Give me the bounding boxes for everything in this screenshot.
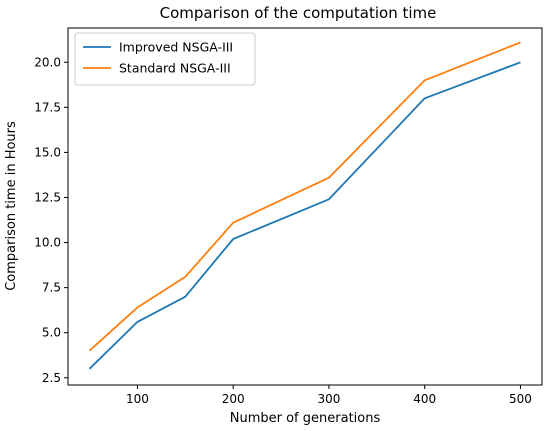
x-axis: 100 200 300 400 500: [126, 385, 532, 406]
y-axis-label: Comparison time in Hours: [4, 121, 19, 291]
y-tick-label: 20.0: [34, 55, 61, 69]
y-tick-label: 5.0: [42, 326, 61, 340]
y-tick-label: 17.5: [34, 100, 61, 114]
x-tick-label: 300: [317, 392, 340, 406]
y-tick-label: 10.0: [34, 236, 61, 250]
y-tick-label: 15.0: [34, 145, 61, 159]
legend-box: [74, 32, 256, 86]
y-tick-label: 12.5: [34, 190, 61, 204]
x-tick-label: 500: [509, 392, 532, 406]
y-tick-label: 2.5: [42, 371, 61, 385]
plot-frame: [67, 27, 543, 386]
chart-title: Comparison of the computation time: [160, 4, 437, 22]
plot-area: [88, 41, 521, 370]
series-line-1: [88, 61, 521, 370]
legend-label-1: Improved NSGA-III: [119, 40, 233, 55]
series-line-2: [88, 41, 521, 352]
x-axis-label: Number of generations: [230, 411, 381, 426]
y-tick-label: 7.5: [42, 281, 61, 295]
y-axis: 2.5 5.0 7.5 10.0 12.5 15.0 17.5 20.0: [34, 55, 68, 385]
x-tick-label: 100: [126, 392, 149, 406]
x-tick-label: 200: [222, 392, 245, 406]
legend: Improved NSGA-III Standard NSGA-III: [74, 32, 256, 86]
legend-label-2: Standard NSGA-III: [119, 61, 231, 76]
x-tick-label: 400: [413, 392, 436, 406]
